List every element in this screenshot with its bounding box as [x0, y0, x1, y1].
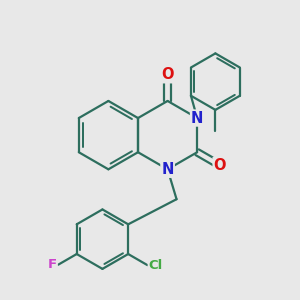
Text: F: F	[48, 258, 57, 271]
Text: Cl: Cl	[149, 259, 163, 272]
Text: N: N	[161, 162, 174, 177]
Text: O: O	[214, 158, 226, 173]
Text: O: O	[161, 67, 174, 82]
Text: N: N	[191, 110, 203, 125]
